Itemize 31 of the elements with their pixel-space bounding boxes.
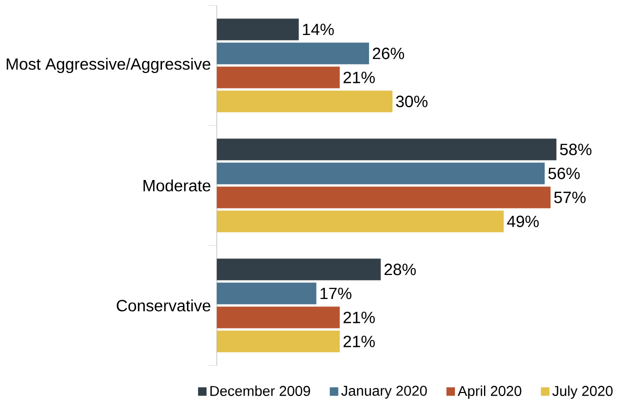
data-label: 21% xyxy=(344,336,375,348)
data-label: 21% xyxy=(344,312,375,324)
data-label: 14% xyxy=(303,24,334,36)
bar xyxy=(216,186,551,208)
data-label: 28% xyxy=(384,264,416,276)
data-label: 21% xyxy=(344,72,375,84)
data-label: 56% xyxy=(548,168,580,180)
bar xyxy=(216,42,370,64)
legend-label: January 2020 xyxy=(341,386,427,399)
bar xyxy=(216,162,545,184)
bar xyxy=(216,90,392,112)
y-tick-label: Conservative xyxy=(116,300,210,312)
data-label: 26% xyxy=(372,48,404,60)
bar xyxy=(216,306,340,328)
bar xyxy=(216,210,504,232)
bar xyxy=(216,258,381,280)
data-label: 17% xyxy=(320,288,352,300)
bar xyxy=(216,282,316,304)
data-label: 49% xyxy=(507,216,539,228)
bar xyxy=(216,330,340,352)
y-tick-label: Moderate xyxy=(144,180,210,192)
bar xyxy=(216,18,299,40)
y-tick-label: Most Aggressive/Aggressive xyxy=(6,58,210,74)
legend-label: December 2009 xyxy=(210,386,310,396)
data-label: 30% xyxy=(396,96,428,108)
legend-label: April 2020 xyxy=(458,386,522,399)
legend-label: July 2020 xyxy=(552,386,613,399)
bar xyxy=(216,66,340,88)
data-label: 58% xyxy=(560,144,592,156)
bar xyxy=(216,138,556,160)
data-label: 57% xyxy=(554,192,586,204)
